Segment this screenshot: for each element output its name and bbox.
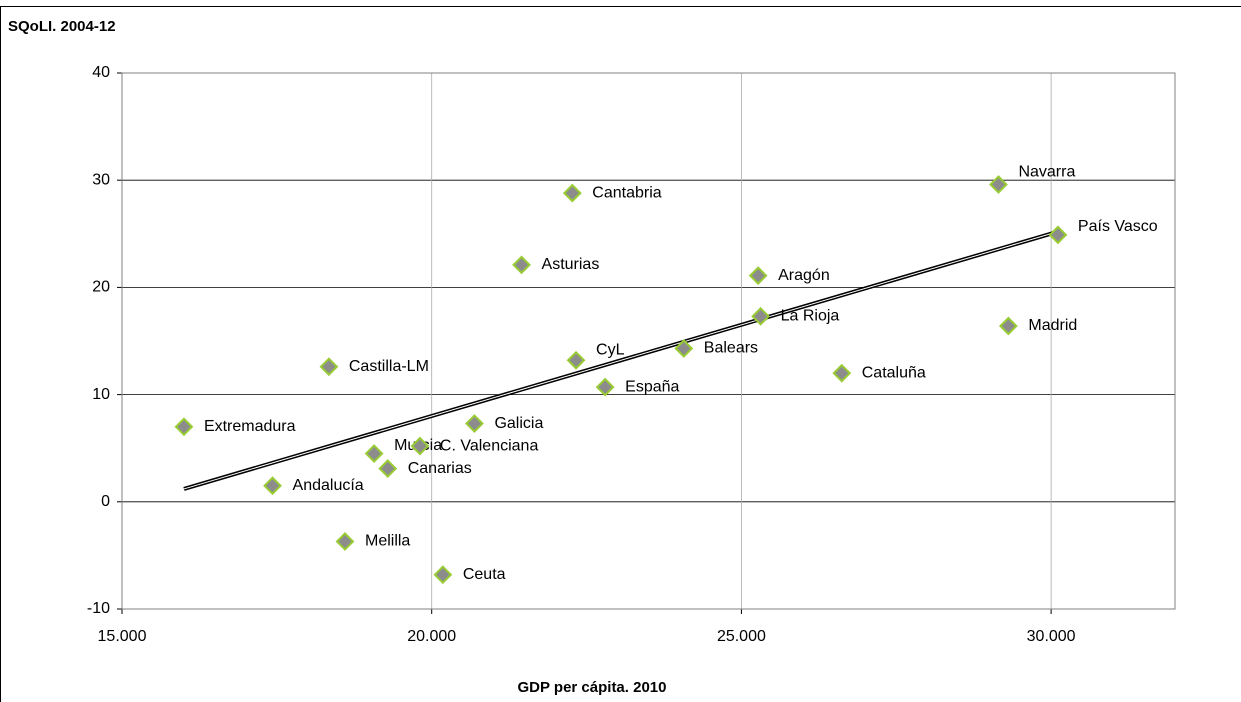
point: [989, 175, 1008, 194]
point-label: Ceuta: [463, 566, 506, 583]
point: [751, 306, 771, 326]
point: [465, 414, 484, 433]
point-label: Canarias: [408, 460, 472, 477]
point: [335, 532, 355, 551]
point-label: Castilla-LM: [349, 358, 429, 375]
point: [319, 357, 339, 377]
point-label: La Rioja: [781, 308, 840, 325]
point: [1048, 225, 1068, 245]
point-label: C. Valenciana: [440, 437, 539, 454]
point: [748, 266, 768, 286]
x-tick-label: 15.000: [98, 628, 147, 645]
point: [174, 417, 194, 437]
point-label: Madrid: [1028, 317, 1077, 334]
x-tick-label: 30.000: [1027, 628, 1076, 645]
point-label: Asturias: [542, 256, 600, 273]
point-label: Extremadura: [204, 418, 296, 435]
x-tick-label: 20.000: [407, 628, 456, 645]
y-tick-label: 30: [92, 171, 110, 188]
point-label: País Vasco: [1078, 218, 1158, 235]
point: [378, 459, 398, 478]
point-label: Cantabria: [592, 184, 661, 201]
point: [410, 436, 430, 456]
point-label: Balears: [704, 340, 758, 357]
point-label: Melilla: [365, 533, 410, 550]
x-tick-label: 25.000: [717, 628, 766, 645]
point-label: Galicia: [494, 415, 543, 432]
y-tick-label: 40: [92, 64, 110, 81]
point-label: Aragón: [778, 267, 830, 284]
frame: [0, 6, 1241, 702]
point-label: Navarra: [1018, 164, 1075, 181]
point: [562, 183, 582, 203]
chart-title: SQoLI. 2004-12: [8, 18, 116, 35]
point: [433, 565, 453, 585]
point: [263, 476, 282, 496]
point-label: CyL: [596, 342, 625, 359]
point-label: España: [625, 378, 679, 395]
y-tick-label: 20: [92, 279, 110, 296]
point: [674, 339, 694, 358]
point-label: Cataluña: [862, 364, 926, 381]
point: [832, 363, 852, 383]
point: [595, 377, 615, 397]
y-tick-label: 0: [101, 493, 110, 510]
point: [566, 350, 586, 370]
y-tick-label: -10: [87, 600, 110, 617]
point: [364, 444, 384, 463]
trend-line: [183, 231, 1059, 490]
plot-area: [121, 72, 1176, 610]
point-label: Andalucía: [293, 477, 364, 494]
x-axis-label: GDP per cápita. 2010: [518, 679, 667, 696]
point: [512, 255, 531, 275]
point: [998, 316, 1018, 336]
y-tick-label: 10: [92, 386, 110, 403]
